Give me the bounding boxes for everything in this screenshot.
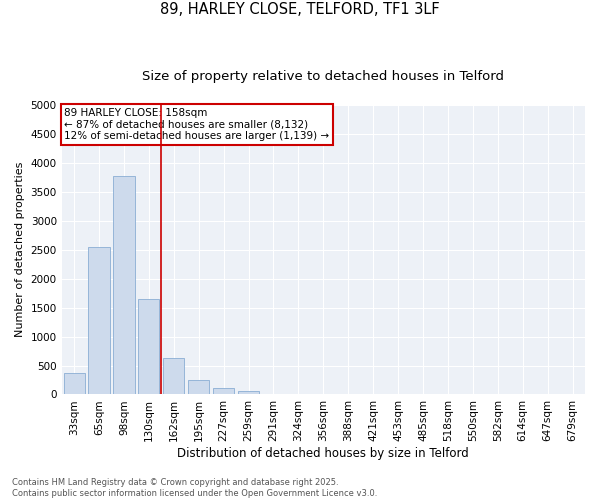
Text: Contains HM Land Registry data © Crown copyright and database right 2025.
Contai: Contains HM Land Registry data © Crown c… [12, 478, 377, 498]
Text: 89, HARLEY CLOSE, TELFORD, TF1 3LF: 89, HARLEY CLOSE, TELFORD, TF1 3LF [160, 2, 440, 18]
Bar [138, 299, 160, 394]
Bar [163, 358, 184, 394]
Bar [238, 390, 259, 394]
X-axis label: Distribution of detached houses by size in Telford: Distribution of detached houses by size … [178, 447, 469, 460]
Bar [64, 372, 85, 394]
Bar [213, 388, 234, 394]
Bar [188, 380, 209, 394]
Bar [113, 176, 134, 394]
Text: 89 HARLEY CLOSE: 158sqm
← 87% of detached houses are smaller (8,132)
12% of semi: 89 HARLEY CLOSE: 158sqm ← 87% of detache… [64, 108, 329, 141]
Title: Size of property relative to detached houses in Telford: Size of property relative to detached ho… [142, 70, 505, 83]
Y-axis label: Number of detached properties: Number of detached properties [15, 162, 25, 338]
Bar [88, 247, 110, 394]
